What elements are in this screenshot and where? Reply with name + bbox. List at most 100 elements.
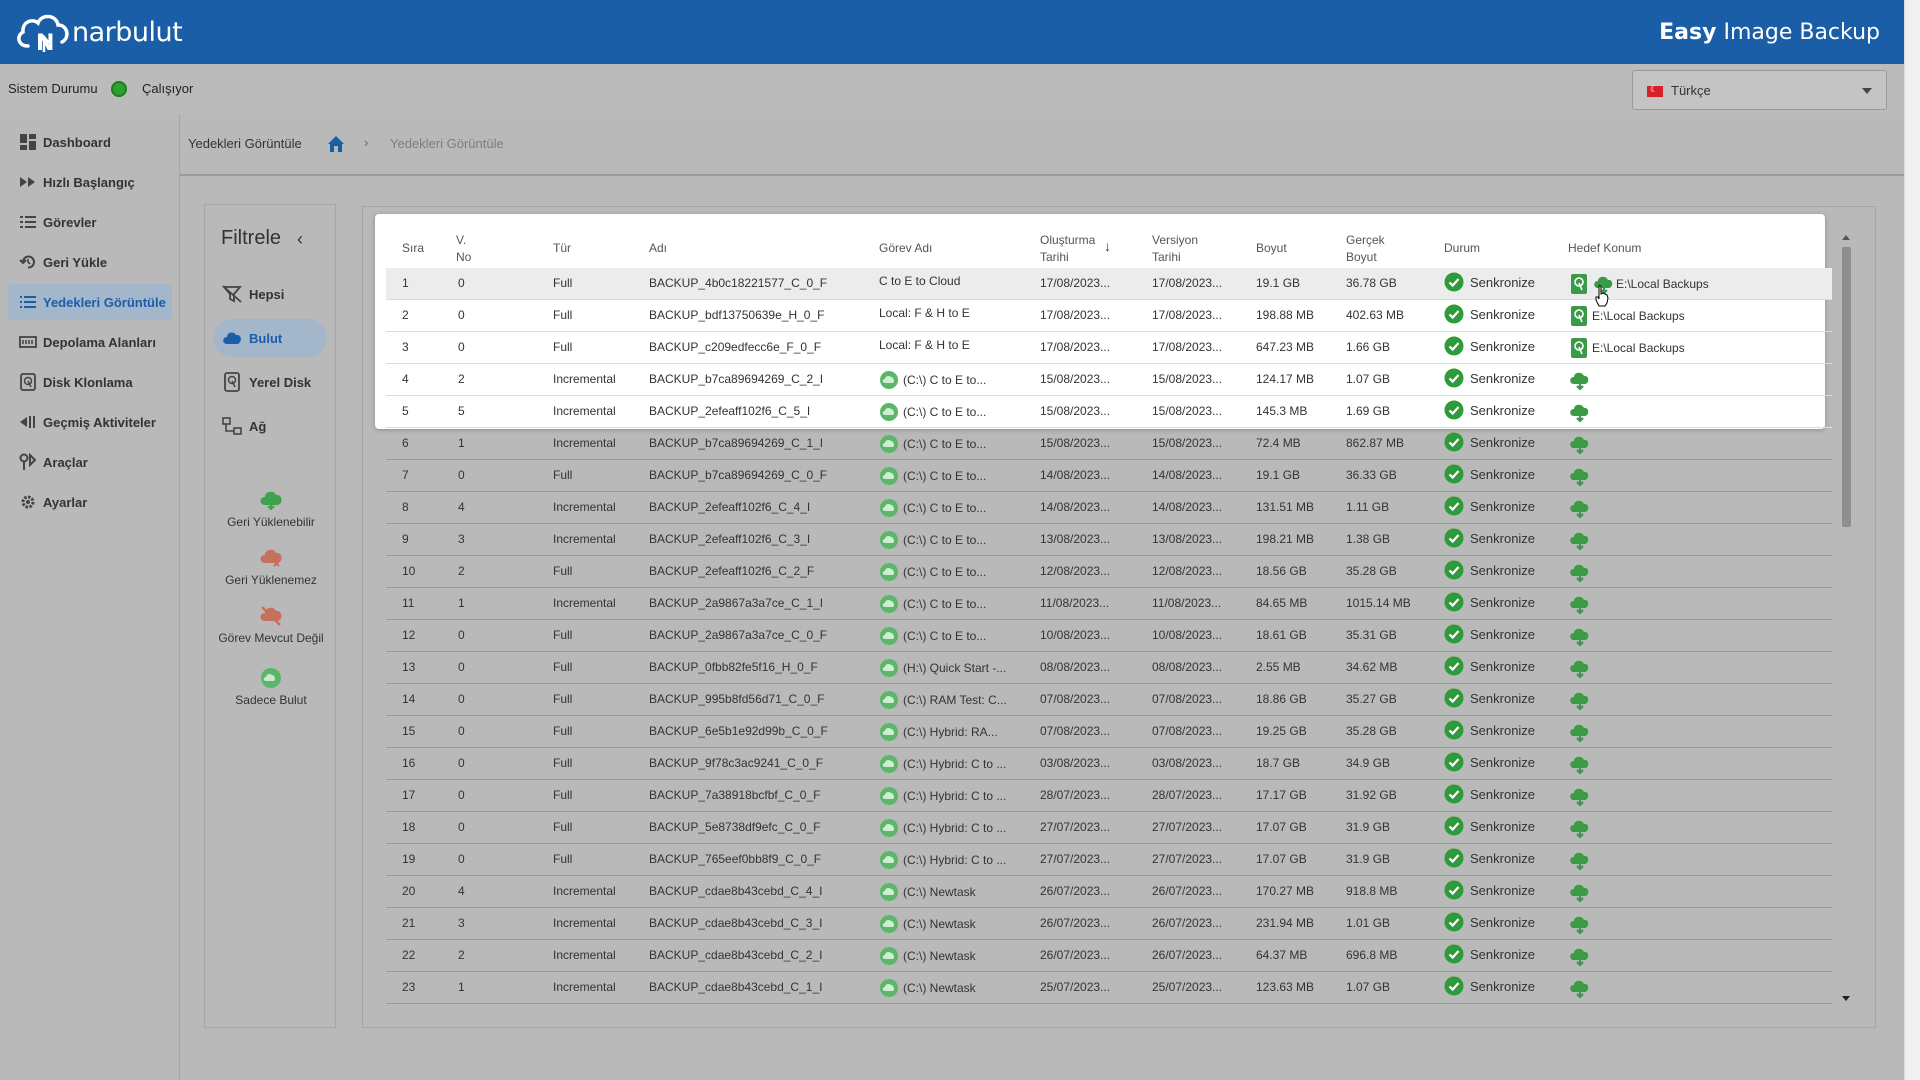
table-row[interactable]: 19 0 Full BACKUP_765eef0bb8f9_C_0_F (C:\) Hy… xyxy=(386,844,1832,876)
task-name-text: (C:\) C to E to... xyxy=(903,405,987,419)
table-row[interactable]: 3 0 Full BACKUP_c209edfecc6e_F_0_F Local: F … xyxy=(386,332,1832,364)
cell-status: Senkronize xyxy=(1444,880,1535,900)
cell-name[interactable]: BACKUP_7a38918bcfbf_C_0_F xyxy=(649,788,821,802)
table-row[interactable]: 9 3 Incremental BACKUP_2efeaff102f6_C_3_I (C… xyxy=(386,524,1832,556)
table-row[interactable]: 11 1 Incremental BACKUP_2a9867a3a7ce_C_1_I(… xyxy=(386,588,1832,620)
table-row[interactable]: 12 0 Full BACKUP_2a9867a3a7ce_C_0_F (C:\) C … xyxy=(386,620,1832,652)
task-cloud-icon xyxy=(880,883,898,901)
check-circle-icon xyxy=(1444,656,1464,676)
col-header-size[interactable]: Boyut xyxy=(1256,241,1287,255)
cell-name[interactable]: BACKUP_2efeaff102f6_C_3_I xyxy=(649,532,811,546)
sidebar-item-tools[interactable]: Araçlar xyxy=(8,444,172,480)
sidebar-item-label: Ayarlar xyxy=(43,494,88,510)
sidebar-item-history[interactable]: Geçmiş Aktiviteler xyxy=(8,404,172,440)
cell-created: 15/08/2023... xyxy=(1040,372,1111,386)
cell-name[interactable]: BACKUP_2a9867a3a7ce_C_1_I xyxy=(649,596,824,610)
table-row[interactable]: 5 5 Incremental BACKUP_2efeaff102f6_C_5_I (C… xyxy=(386,396,1832,428)
cell-name[interactable]: BACKUP_5e8738df9efc_C_0_F xyxy=(649,820,821,834)
table-row[interactable]: 16 0 Full BACKUP_9f78c3ac9241_C_0_F (C:\) Hy… xyxy=(386,748,1832,780)
table-scrollbar[interactable] xyxy=(1839,233,1853,1003)
task-cloud-icon xyxy=(880,723,898,741)
table-row[interactable]: 6 1 Incremental BACKUP_b7ca89694269_C_1_I (C… xyxy=(386,428,1832,460)
scroll-up-icon[interactable] xyxy=(1842,235,1850,240)
cell-version-date: 15/08/2023... xyxy=(1152,372,1223,386)
cell-order: 19 xyxy=(402,852,416,866)
cell-name[interactable]: BACKUP_0fbb82fe5f16_H_0_F xyxy=(649,660,818,674)
page-scrollbar[interactable] xyxy=(1904,0,1920,1080)
cell-name[interactable]: BACKUP_cdae8b43cebd_C_3_I xyxy=(649,916,823,930)
col-header-real-size[interactable]: Gerçek Boyut xyxy=(1346,233,1385,264)
task-name-text: (C:\) Newtask xyxy=(903,981,976,995)
language-select[interactable]: Türkçe xyxy=(1632,70,1887,110)
cell-version-no: 1 xyxy=(458,596,465,610)
cell-name[interactable]: BACKUP_b7ca89694269_C_1_I xyxy=(649,436,824,450)
collapse-chevron-icon[interactable]: ‹ xyxy=(297,229,303,249)
cell-name[interactable]: BACKUP_2a9867a3a7ce_C_0_F xyxy=(649,628,828,642)
cell-real-size: 1.11 GB xyxy=(1346,500,1390,514)
table-row[interactable]: 22 2 Incremental BACKUP_cdae8b43cebd_C_2_I(… xyxy=(386,940,1832,972)
cell-name[interactable]: BACKUP_4b0c18221577_C_0_F xyxy=(649,276,828,290)
filter-cloud[interactable]: Bulut xyxy=(213,319,327,357)
col-header-version-date[interactable]: Versiyon Tarihi xyxy=(1152,233,1199,264)
cell-status: Senkronize xyxy=(1444,912,1535,932)
sidebar-item-restore[interactable]: Geri Yükle xyxy=(8,244,172,280)
table-row[interactable]: 15 0 Full BACKUP_6e5b1e92d99b_C_0_F (C:\) Hy… xyxy=(386,716,1832,748)
cell-name[interactable]: BACKUP_cdae8b43cebd_C_4_I xyxy=(649,884,823,898)
narbulut-logo[interactable]: N narbulut xyxy=(14,8,183,56)
cell-name[interactable]: BACKUP_2efeaff102f6_C_4_I xyxy=(649,500,811,514)
table-row[interactable]: 23 1 Incremental BACKUP_cdae8b43cebd_C_1_I (… xyxy=(386,972,1832,1004)
table-row[interactable]: 10 2 Full BACKUP_2efeaff102f6_C_2_F (C:\) C … xyxy=(386,556,1832,588)
table-row[interactable]: 2 0 Full BACKUP_bdf13750639e_H_0_F Local: F … xyxy=(386,300,1832,332)
cell-name[interactable]: BACKUP_c209edfecc6e_F_0_F xyxy=(649,340,822,354)
cell-name[interactable]: BACKUP_9f78c3ac9241_C_0_F xyxy=(649,756,824,770)
sidebar-item-dashboard[interactable]: Dashboard xyxy=(8,124,172,160)
cell-version-no: 5 xyxy=(458,404,465,418)
sidebar-item-quick-start[interactable]: Hızlı Başlangıç xyxy=(8,164,172,200)
col-header-version-no[interactable]: V. No xyxy=(456,233,472,264)
cell-name[interactable]: BACKUP_b7ca89694269_C_2_I xyxy=(649,372,824,386)
col-header-name[interactable]: Adı xyxy=(649,241,668,255)
cell-name[interactable]: BACKUP_cdae8b43cebd_C_1_I xyxy=(649,980,823,994)
col-header-target[interactable]: Hedef Konum xyxy=(1568,241,1642,255)
col-header-status[interactable]: Durum xyxy=(1444,241,1481,255)
cell-name[interactable]: BACKUP_2efeaff102f6_C_5_I xyxy=(649,404,811,418)
table-row[interactable]: 18 0 Full BACKUP_5e8738df9efc_C_0_F (C:\) Hy… xyxy=(386,812,1832,844)
table-row[interactable]: 7 0 Full BACKUP_b7ca89694269_C_0_F (C:\) C t… xyxy=(386,460,1832,492)
sidebar-item-label: Geçmiş Aktiviteler xyxy=(43,414,156,430)
cell-version-date: 26/07/2023... xyxy=(1152,948,1223,962)
filter-all[interactable]: Hepsi xyxy=(213,275,327,313)
scroll-thumb[interactable] xyxy=(1842,247,1851,527)
cell-name[interactable]: BACKUP_6e5b1e92d99b_C_0_F xyxy=(649,724,828,738)
cell-name[interactable]: BACKUP_b7ca89694269_C_0_F xyxy=(649,468,828,482)
cell-name[interactable]: BACKUP_765eef0bb8f9_C_0_F xyxy=(649,852,822,866)
cell-name[interactable]: BACKUP_cdae8b43cebd_C_2_I xyxy=(649,948,823,962)
home-icon[interactable] xyxy=(326,134,346,154)
table-row[interactable]: 4 2 Incremental BACKUP_b7ca89694269_C_2_I (C… xyxy=(386,364,1832,396)
filter-local-disk[interactable]: Yerel Disk xyxy=(213,363,327,401)
col-header-task-name[interactable]: Görev Adı xyxy=(879,241,933,255)
col-header-order[interactable]: Sıra xyxy=(402,241,425,255)
scroll-down-icon[interactable] xyxy=(1842,996,1850,1001)
cell-name[interactable]: BACKUP_bdf13750639e_H_0_F xyxy=(649,308,825,322)
filter-network[interactable]: Ağ xyxy=(213,407,327,445)
sidebar-item-view-backups[interactable]: Yedekleri Görüntüle xyxy=(8,284,172,320)
table-row[interactable]: 17 0 Full BACKUP_7a38918bcfbf_C_0_F (C:\) Hy… xyxy=(386,780,1832,812)
table-row[interactable]: 8 4 Incremental BACKUP_2efeaff102f6_C_4_I (C… xyxy=(386,492,1832,524)
status-text: Senkronize xyxy=(1470,786,1536,802)
sidebar-item-disk-clone[interactable]: Disk Klonlama xyxy=(8,364,172,400)
table-row[interactable]: 13 0 Full BACKUP_0fbb82fe5f16_H_0_F (H:\) Qu… xyxy=(386,652,1832,684)
sidebar-item-storage[interactable]: Depolama Alanları xyxy=(8,324,172,360)
table-row[interactable]: 14 0 Full BACKUP_995b8fd56d71_C_0_F (C:\) RA… xyxy=(386,684,1832,716)
col-header-created-date[interactable]: Oluşturma Tarihi xyxy=(1040,233,1096,264)
table-row[interactable]: 20 4 Incremental BACKUP_cdae8b43cebd_C_4_I (… xyxy=(386,876,1832,908)
sort-desc-icon[interactable]: ↓ xyxy=(1104,238,1111,254)
col-header-type[interactable]: Tür xyxy=(553,241,571,255)
check-circle-icon xyxy=(1444,848,1464,868)
table-row[interactable]: 1 0 Full BACKUP_4b0c18221577_C_0_F C to E to… xyxy=(386,268,1832,300)
sidebar-item-tasks[interactable]: Görevler xyxy=(8,204,172,240)
cell-name[interactable]: BACKUP_995b8fd56d71_C_0_F xyxy=(649,692,825,706)
cell-target xyxy=(1568,785,1592,807)
cell-name[interactable]: BACKUP_2efeaff102f6_C_2_F xyxy=(649,564,815,578)
table-row[interactable]: 21 3 Incremental BACKUP_cdae8b43cebd_C_3_I (… xyxy=(386,908,1832,940)
sidebar-item-settings[interactable]: Ayarlar xyxy=(8,484,172,520)
